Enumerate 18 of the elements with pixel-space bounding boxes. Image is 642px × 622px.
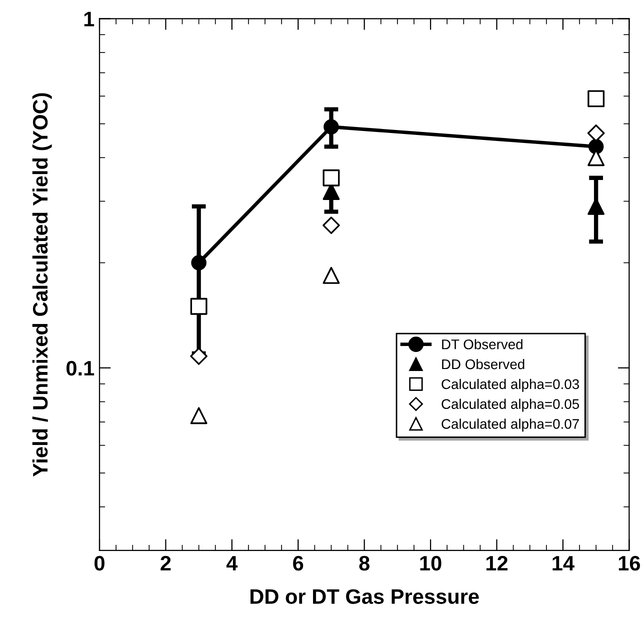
y-tick-label: 0.1 (66, 360, 94, 376)
x-tick-label: 16 (618, 556, 640, 571)
x-axis-title: DD or DT Gas Pressure (250, 589, 479, 604)
x-tick-label: 0 (94, 556, 104, 571)
x-tick-label: 2 (160, 556, 171, 570)
legend-label: Calculated alpha=0.05 (442, 398, 580, 412)
legend-label: Calculated alpha=0.03 (442, 378, 579, 392)
x-tick-label: 4 (226, 556, 238, 570)
legend-label: Calculated alpha=0.07 (442, 418, 579, 432)
x-tick-label: 10 (420, 556, 442, 571)
x-tick-label: 6 (293, 556, 304, 571)
x-tick-label: 8 (359, 556, 370, 571)
legend-label: DT Observed (442, 339, 522, 350)
x-tick-label: 12 (486, 556, 508, 570)
legend-label: DD Observed (442, 358, 524, 370)
x-tick-label: 14 (552, 556, 574, 570)
y-tick-label: 1 (84, 12, 94, 26)
y-axis-title: Yield / Unmixed Calculated Yield (YOC) (32, 93, 52, 477)
